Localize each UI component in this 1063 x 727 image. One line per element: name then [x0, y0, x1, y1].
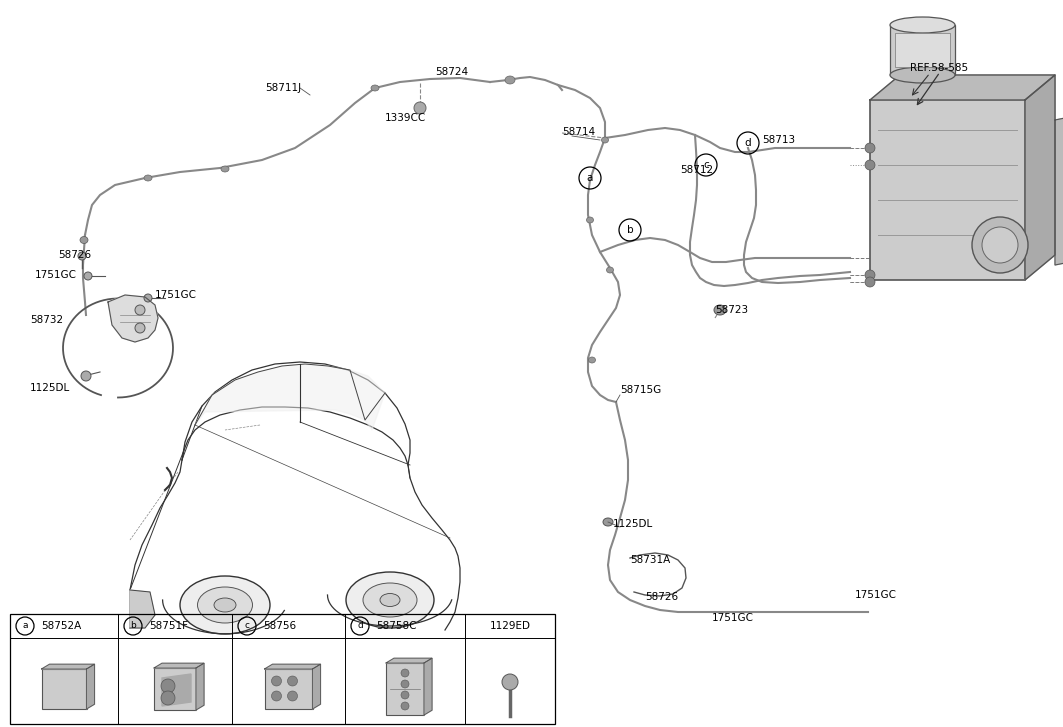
Ellipse shape [80, 236, 88, 244]
Ellipse shape [198, 587, 253, 623]
Text: 1751GC: 1751GC [712, 613, 754, 623]
Ellipse shape [371, 85, 379, 91]
Ellipse shape [505, 76, 514, 84]
Polygon shape [162, 674, 191, 706]
Text: 58758C: 58758C [376, 621, 417, 631]
Polygon shape [870, 75, 1054, 100]
Text: 1751GC: 1751GC [35, 270, 77, 280]
Circle shape [144, 294, 152, 302]
Polygon shape [424, 658, 432, 715]
Circle shape [502, 674, 518, 690]
Text: 1751GC: 1751GC [855, 590, 897, 600]
Polygon shape [130, 590, 155, 628]
Ellipse shape [890, 17, 955, 33]
Circle shape [865, 160, 875, 170]
Ellipse shape [221, 166, 229, 172]
Circle shape [414, 102, 426, 114]
Ellipse shape [589, 357, 595, 363]
Text: 58751F: 58751F [149, 621, 188, 631]
Circle shape [401, 702, 409, 710]
Text: c: c [244, 622, 250, 630]
Ellipse shape [890, 67, 955, 83]
Circle shape [287, 676, 298, 686]
Circle shape [161, 691, 175, 705]
Text: d: d [357, 622, 362, 630]
Text: 58752A: 58752A [41, 621, 81, 631]
FancyBboxPatch shape [870, 100, 1025, 280]
Text: 58711J: 58711J [265, 83, 301, 93]
Circle shape [161, 679, 175, 693]
Ellipse shape [362, 583, 417, 617]
Text: 1129ED: 1129ED [489, 621, 530, 631]
Circle shape [78, 252, 86, 260]
FancyBboxPatch shape [895, 33, 950, 67]
Circle shape [271, 676, 282, 686]
Polygon shape [108, 295, 158, 342]
Ellipse shape [345, 572, 434, 628]
Text: 1339CC: 1339CC [385, 113, 426, 123]
Circle shape [135, 323, 145, 333]
Circle shape [401, 680, 409, 688]
Polygon shape [196, 663, 204, 710]
Polygon shape [1054, 115, 1063, 265]
Ellipse shape [603, 518, 613, 526]
Circle shape [865, 277, 875, 287]
Ellipse shape [714, 305, 726, 315]
Text: 1125DL: 1125DL [30, 383, 70, 393]
Circle shape [135, 305, 145, 315]
FancyBboxPatch shape [265, 669, 313, 709]
Text: 58715G: 58715G [620, 385, 661, 395]
Circle shape [865, 270, 875, 280]
Circle shape [865, 143, 875, 153]
Circle shape [287, 691, 298, 701]
Circle shape [401, 691, 409, 699]
Circle shape [982, 227, 1018, 263]
Ellipse shape [602, 137, 608, 143]
Text: 58726: 58726 [58, 250, 91, 260]
Polygon shape [386, 658, 432, 663]
Text: 58713: 58713 [762, 135, 795, 145]
Ellipse shape [379, 593, 400, 606]
Polygon shape [265, 664, 321, 669]
Circle shape [271, 691, 282, 701]
Text: 1751GC: 1751GC [155, 290, 197, 300]
Text: a: a [587, 173, 593, 183]
Polygon shape [154, 663, 204, 668]
Ellipse shape [607, 267, 613, 273]
Text: a: a [22, 622, 28, 630]
Polygon shape [86, 664, 95, 709]
Polygon shape [313, 664, 321, 709]
Polygon shape [195, 364, 385, 430]
Polygon shape [1025, 75, 1054, 280]
Text: 58712: 58712 [680, 165, 713, 175]
Bar [10, 614, 555, 724]
Text: 58731A: 58731A [630, 555, 671, 565]
Circle shape [972, 217, 1028, 273]
Text: 1125DL: 1125DL [613, 519, 654, 529]
FancyBboxPatch shape [386, 663, 424, 715]
FancyBboxPatch shape [890, 25, 955, 75]
FancyBboxPatch shape [41, 669, 86, 709]
Text: d: d [745, 138, 752, 148]
Text: REF.58-585: REF.58-585 [910, 63, 968, 73]
Text: 58723: 58723 [715, 305, 748, 315]
Text: 58756: 58756 [263, 621, 297, 631]
FancyBboxPatch shape [154, 668, 196, 710]
Ellipse shape [144, 175, 152, 181]
Text: c: c [703, 160, 709, 170]
Polygon shape [41, 664, 95, 669]
Circle shape [401, 669, 409, 677]
Text: b: b [627, 225, 634, 235]
Text: 58714: 58714 [562, 127, 595, 137]
Circle shape [84, 272, 92, 280]
Circle shape [81, 371, 91, 381]
Text: 58724: 58724 [435, 67, 468, 77]
Text: 58726: 58726 [645, 592, 678, 602]
Text: b: b [130, 622, 136, 630]
Ellipse shape [214, 598, 236, 612]
Ellipse shape [180, 576, 270, 634]
Text: 58732: 58732 [30, 315, 63, 325]
Ellipse shape [587, 217, 593, 223]
